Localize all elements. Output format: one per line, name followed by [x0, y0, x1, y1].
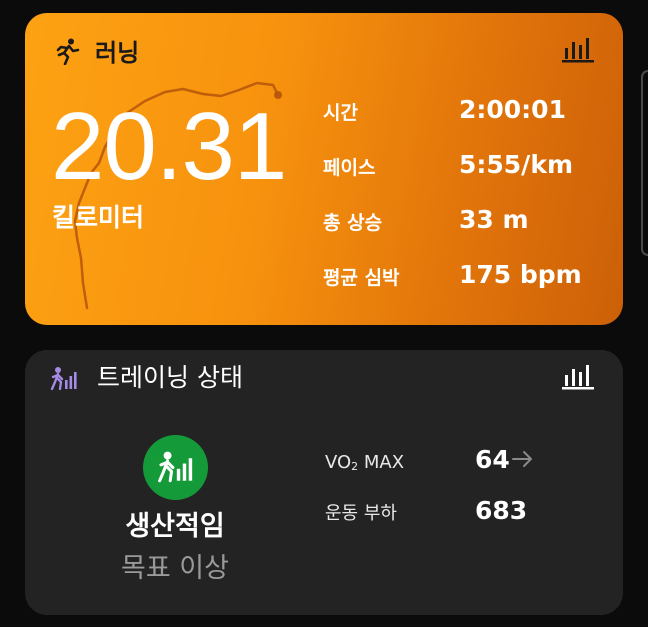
training-load-label: 운동 부하 [325, 503, 397, 524]
heart-rate-label: 평균 심박 [323, 267, 400, 289]
time-value: 2:00:01 [459, 95, 566, 124]
elevation-label: 총 상승 [323, 212, 383, 234]
distance-value: 20.31 [51, 93, 287, 200]
pace-value: 5:55/km [459, 150, 573, 179]
next-card-edge[interactable] [641, 70, 648, 256]
bar-chart-icon[interactable] [562, 35, 594, 63]
training-status-subtitle: 목표 이상 [121, 553, 229, 584]
heart-rate-value: 175 bpm [459, 260, 582, 289]
training-load-value: 683 [475, 496, 528, 525]
elevation-value: 33 m [459, 205, 529, 234]
vo2max-label: VO2 MAX [325, 452, 405, 473]
running-card[interactable]: 러닝 20.31 킬로미터 시간 2:00:01 페이스 5:55/km 총 상… [25, 13, 623, 325]
route-map [73, 81, 282, 310]
training-status-card[interactable]: 트레이닝 상태 생산적임 목표 이상 VO2 MAX 64 운동 부하 683 [25, 350, 623, 615]
arrow-right-icon [512, 451, 532, 467]
running-person-icon [56, 38, 80, 65]
training-status-value: 생산적임 [125, 511, 225, 542]
training-status-icon [158, 451, 193, 483]
time-label: 시간 [323, 102, 358, 124]
productive-status-badge [143, 435, 208, 500]
vo2max-value: 64 [475, 445, 510, 474]
bar-chart-icon[interactable] [562, 362, 594, 390]
training-title: 트레이닝 상태 [97, 363, 243, 392]
running-title: 러닝 [95, 39, 140, 67]
distance-unit: 킬로미터 [52, 203, 145, 232]
pace-label: 페이스 [323, 157, 376, 179]
training-status-icon [50, 367, 77, 391]
